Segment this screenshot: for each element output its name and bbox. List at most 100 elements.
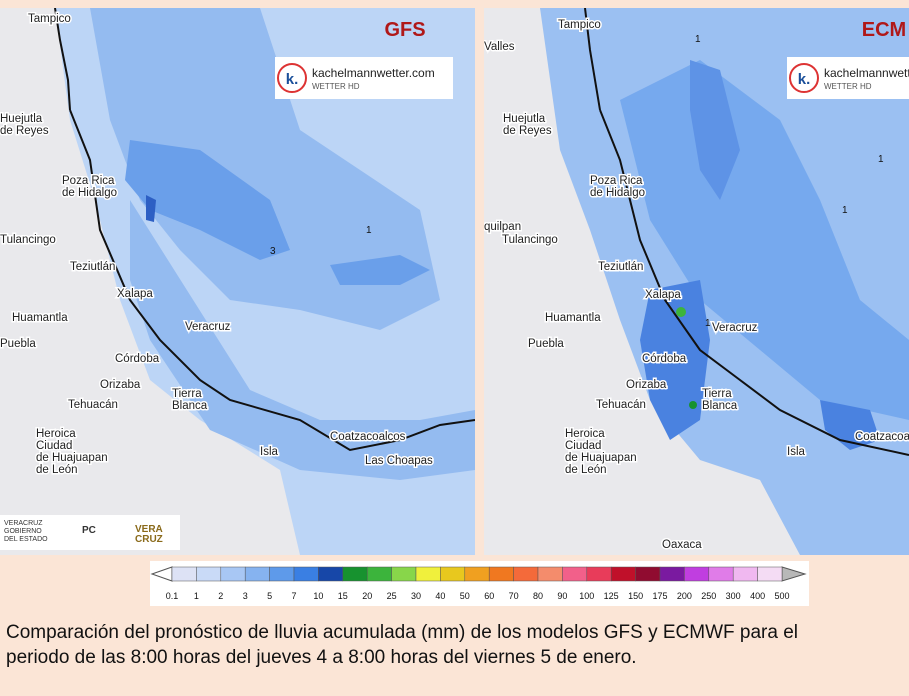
legend-swatch [513,566,539,582]
legend-label: 200 [677,591,692,601]
legend-label: 10 [313,591,323,601]
logo-k: k. [798,71,811,88]
legend-swatch [318,566,344,582]
city-label: de Reyes [503,125,552,137]
city-label: Huejutla [0,113,43,125]
legend-swatch [171,566,197,582]
city-label: Valles [484,41,515,53]
contour-label: 1 [878,154,884,165]
footer-gov: DEL ESTADO [4,536,48,543]
legend: 0.1 1 2 3 5 7 10 15 20 25 30 40 50 60 70 80 90 100 125 150 1… [150,561,809,606]
legend-label: 125 [604,591,619,601]
legend-swatch [415,566,441,582]
legend-label: 40 [435,591,445,601]
coastline-north [54,8,71,111]
footer-vera: VERA [135,524,163,535]
city-label: de León [36,464,78,476]
logo-sub: WETTER HD [312,82,360,91]
rain-green [676,307,686,317]
city-label: Huamantla [545,312,601,324]
legend-swatch [293,566,319,582]
coastline [69,109,475,452]
city-label: Orizaba [100,379,141,391]
rain-green [689,401,697,409]
city-label: Teziutlán [598,261,643,273]
city-label: Córdoba [642,353,687,365]
rain-2 [90,8,440,330]
city-label: Tampico [28,13,71,25]
contour-label: 1 [705,318,711,329]
city-label: Puebla [528,338,564,350]
legend-label: 3 [243,591,248,601]
city-label: quilpan [484,221,521,233]
legend-label: 7 [291,591,296,601]
logo-brand: kachelmannwetter.com [312,66,435,80]
rain-2b [130,200,475,480]
city-label: Isla [787,446,806,458]
logo-icon [277,63,307,93]
legend-label: 80 [533,591,543,601]
legend-swatch [635,566,661,582]
city-label: Blanca [172,400,208,412]
logo-icon [789,63,819,93]
contour-label: 3 [270,246,276,257]
logo-sub: WETTER HD [824,82,872,91]
coastline [599,109,909,456]
footer-gov: VERACRUZ [4,520,43,527]
city-label: de Huajuapan [565,452,637,464]
city-label: Xalapa [117,288,153,300]
city-label: Veracruz [712,322,758,334]
legend-label: 175 [652,591,667,601]
caption-line: periodo de las 8:00 horas del jueves 4 a… [6,647,637,668]
city-label: Tehuacán [68,399,118,411]
city-label: Ciudad [565,440,601,452]
contour-label: 1 [366,225,372,236]
legend-swatch [659,566,685,582]
legend-swatch [391,566,417,582]
coastline-north [584,8,601,111]
caption-line: Comparación del pronóstico de lluvia acu… [6,622,798,643]
legend-label: 60 [484,591,494,601]
legend-swatch [220,566,246,582]
contour-label: 1 [842,205,848,216]
legend-label: 100 [579,591,594,601]
maps: GFS k. kachelmannwetter.com WETTER HD Tampic… [0,8,909,606]
rain-2 [620,60,909,420]
city-label: Teziutlán [70,261,115,273]
ecm-panel: ECM k. kachelmannwetter.com WETTER HD Valles… [484,8,909,555]
rain-3 [125,140,290,260]
legend-label: 50 [460,591,470,601]
city-label: Blanca [702,400,738,412]
footer-pc: PC [82,525,96,536]
legend-swatch [586,566,612,582]
city-label: de Hidalgo [590,187,645,199]
city-label: Isla [260,446,279,458]
city-label: Puebla [0,338,36,350]
logo-brand: kachelmannwetter.com [824,66,909,80]
city-label: Huejutla [503,113,546,125]
city-label: Tulancingo [0,234,56,246]
legend-swatch [366,566,392,582]
legend-label: 500 [774,591,789,601]
model-title: ECM [862,19,906,41]
city-label: Xalapa [645,289,681,301]
legend-swatch [537,566,563,582]
legend-swatch [440,566,466,582]
city-label: Orizaba [626,379,667,391]
city-label: Tierra [172,388,202,400]
city-label: Tierra [702,388,732,400]
rain-3b [330,255,430,285]
legend-swatch [196,566,222,582]
legend-swatch [244,566,270,582]
city-label: de Reyes [0,125,49,137]
city-label: Poza Rica [62,175,115,187]
legend-swatch [269,566,295,582]
city-label: Las Choapas [365,455,433,467]
footer-box [0,515,180,550]
city-label: Tulancingo [502,234,558,246]
legend-swatch [488,566,514,582]
legend-label: 90 [557,591,567,601]
legend-swatch [342,566,368,582]
city-label: Coatzacoalcos [855,431,909,443]
